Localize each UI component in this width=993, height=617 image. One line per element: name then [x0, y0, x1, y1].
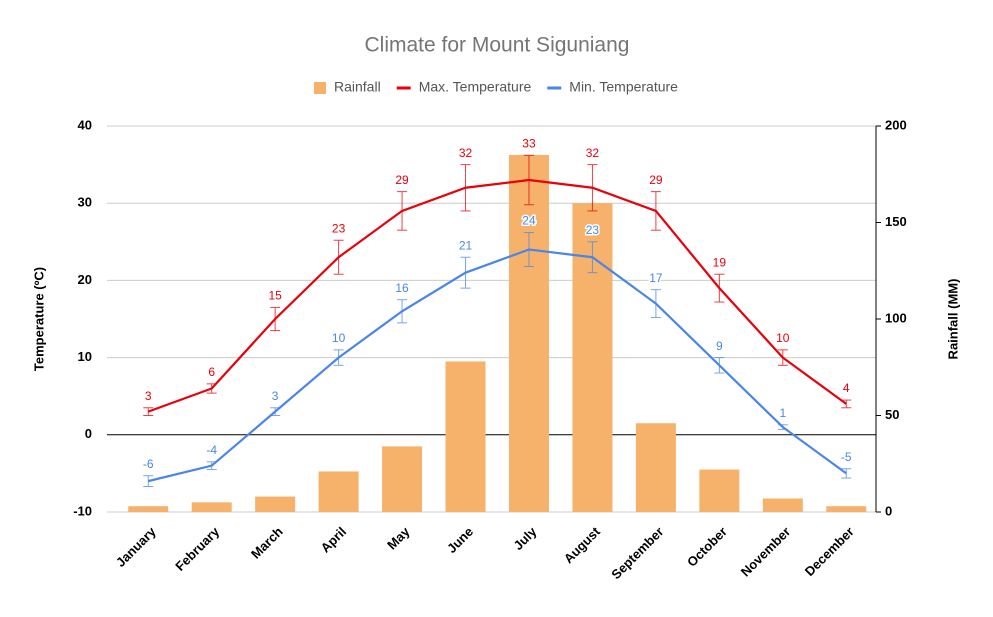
y2-axis-title: Rainfall (MM) — [945, 279, 960, 360]
error-bar — [206, 383, 217, 394]
data-label: 17 — [649, 271, 663, 285]
x-tick-label: August — [561, 523, 604, 566]
y-tick-label: 10 — [78, 349, 92, 364]
x-tick-label: December — [802, 524, 857, 579]
error-bar — [714, 273, 725, 303]
y-tick-label: 30 — [78, 195, 92, 210]
bar — [826, 506, 867, 512]
line — [147, 178, 847, 413]
error-bar — [333, 349, 344, 366]
error-bar — [206, 461, 217, 471]
error-bar — [460, 164, 471, 212]
data-label: 21 — [459, 238, 473, 252]
x-tick-label: July — [511, 523, 541, 553]
legend: Rainfall Max. Temperature Min. Temperature — [314, 79, 678, 95]
error-bar — [270, 306, 281, 332]
x-tick-label: March — [248, 524, 286, 562]
data-label: 23 — [586, 223, 600, 237]
x-tick-label: January — [113, 523, 159, 569]
bar — [318, 471, 359, 512]
y2-tick-label: 200 — [885, 117, 907, 132]
data-label: 32 — [586, 146, 600, 160]
data-label: 6 — [208, 365, 215, 379]
bar — [699, 469, 740, 512]
x-tick-label: May — [384, 523, 413, 552]
x-tick-label: April — [318, 524, 350, 556]
data-label: 3 — [272, 389, 279, 403]
bar — [255, 496, 296, 512]
bar — [128, 506, 169, 512]
bar — [382, 446, 423, 512]
bar — [508, 154, 549, 512]
error-bar — [777, 424, 788, 430]
y-tick-label: 0 — [85, 426, 92, 441]
data-label: 1 — [779, 406, 786, 420]
legend-label: Rainfall — [334, 79, 381, 95]
data-label: 29 — [395, 173, 409, 187]
data-label: 3 — [145, 389, 152, 403]
bar — [445, 361, 486, 512]
y-tick-label: 40 — [78, 117, 92, 132]
y2-tick-label: 100 — [885, 310, 907, 325]
error-bar — [587, 241, 598, 274]
bar — [191, 502, 232, 512]
error-bar — [650, 289, 661, 318]
error-bar — [650, 191, 661, 231]
x-tick-label: September — [608, 524, 666, 582]
y-tick-label: 20 — [78, 272, 92, 287]
error-bar — [270, 407, 281, 416]
error-bar — [841, 399, 852, 409]
data-label: -6 — [143, 457, 154, 471]
y-tick-label: -10 — [73, 503, 92, 518]
error-bar — [587, 164, 598, 212]
bar — [635, 423, 676, 512]
data-label: -5 — [841, 450, 852, 464]
data-label: 32 — [459, 146, 473, 160]
data-label: 33 — [522, 137, 536, 151]
error-bar — [523, 154, 534, 206]
x-tick-label: June — [444, 524, 476, 556]
data-label: 29 — [649, 173, 663, 187]
x-tick-label: October — [684, 524, 730, 570]
data-label: -4 — [206, 443, 217, 457]
y2-tick-label: 150 — [885, 214, 907, 229]
legend-label: Min. Temperature — [569, 79, 678, 95]
x-tick-label: November — [738, 524, 794, 580]
x-tick-label: February — [172, 523, 222, 573]
data-label: 4 — [843, 381, 850, 395]
data-label: 19 — [713, 255, 727, 269]
error-bar — [523, 232, 534, 268]
error-bar — [397, 191, 408, 231]
legend-swatch — [314, 82, 326, 94]
data-label: 10 — [332, 331, 346, 345]
data-label: 15 — [268, 289, 282, 303]
error-bar — [143, 475, 154, 488]
line — [147, 248, 847, 483]
bar — [762, 498, 803, 512]
error-bar — [397, 299, 408, 324]
data-label: 24 — [522, 214, 536, 228]
y2-tick-label: 0 — [885, 503, 892, 518]
data-label: 23 — [332, 221, 346, 235]
error-bar — [714, 357, 725, 374]
legend-label: Max. Temperature — [419, 79, 532, 95]
data-label: 10 — [776, 331, 790, 345]
error-bar — [841, 468, 852, 479]
y2-tick-label: 50 — [885, 407, 899, 422]
error-bar — [777, 349, 788, 366]
error-bar — [460, 256, 471, 289]
y-axis-title: Temperature (ºC) — [31, 267, 46, 371]
chart-title: Climate for Mount Siguniang — [365, 34, 630, 57]
data-label: 9 — [716, 339, 723, 353]
error-bar — [143, 407, 154, 416]
error-bar — [333, 239, 344, 275]
data-label: 16 — [395, 281, 409, 295]
